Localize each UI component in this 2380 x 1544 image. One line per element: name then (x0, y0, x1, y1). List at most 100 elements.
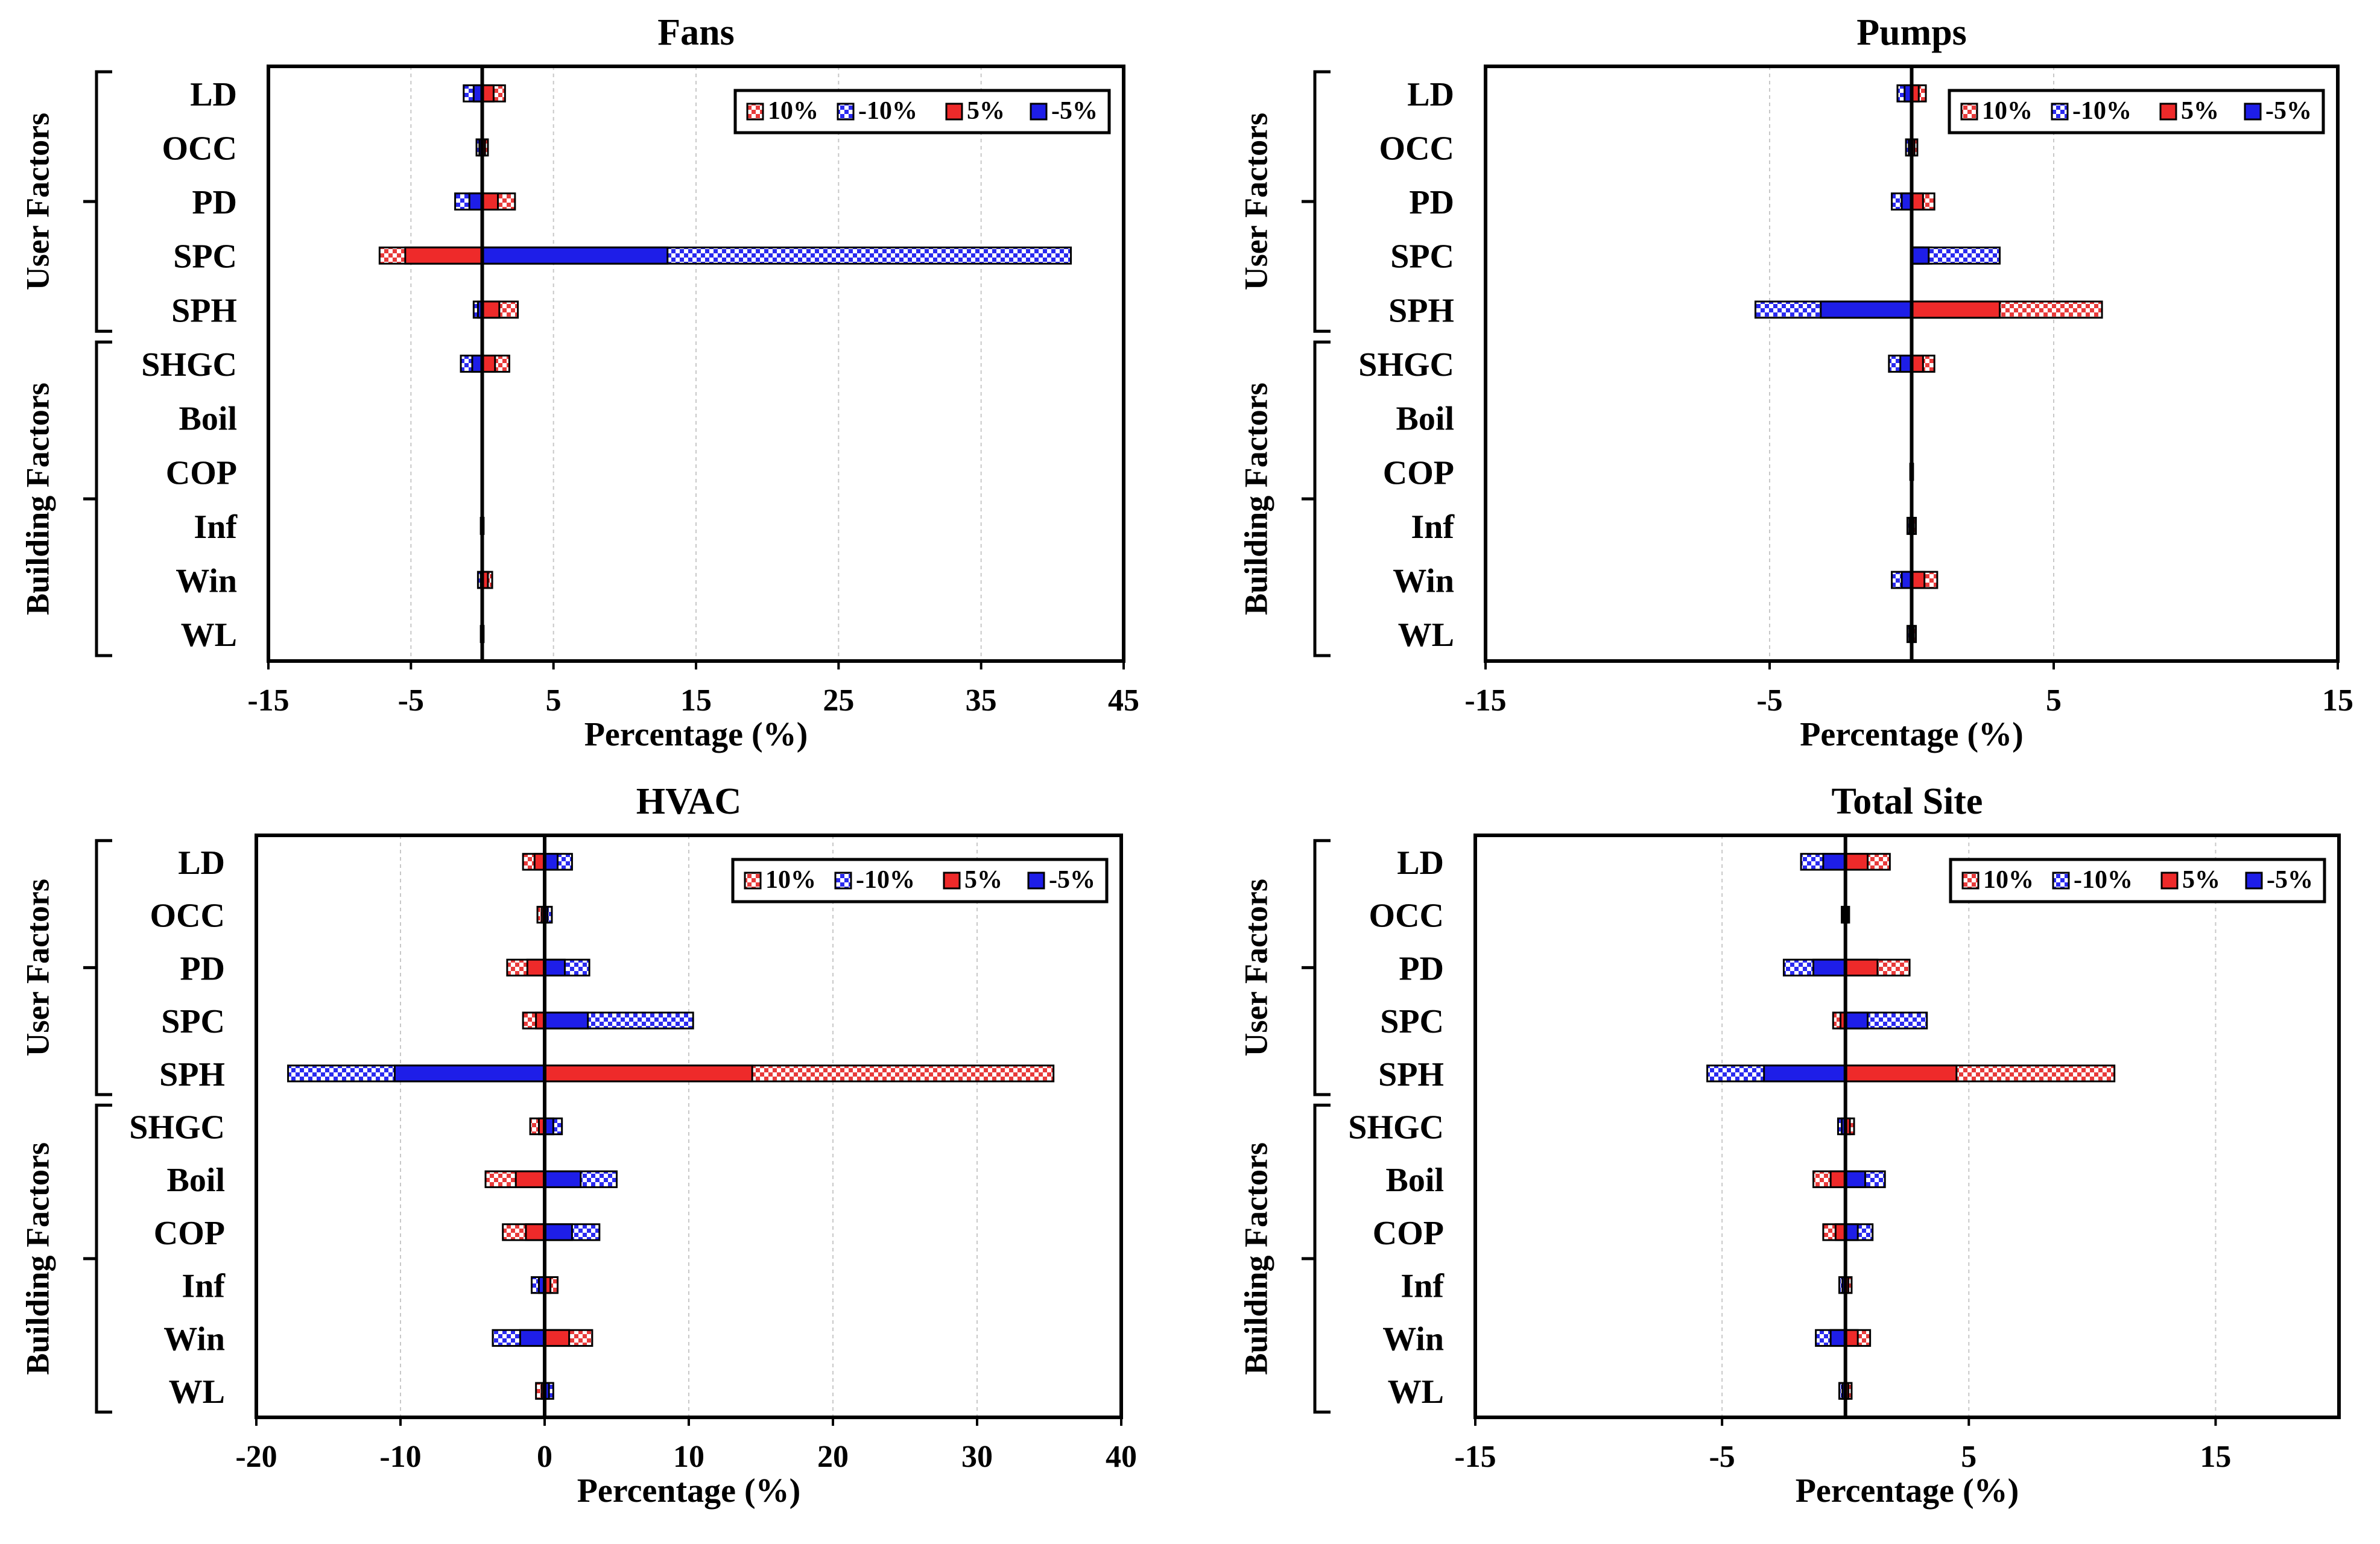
legend-label: -5% (1051, 97, 1098, 125)
legend-label: -5% (2265, 97, 2312, 125)
legend-swatch (2160, 872, 2179, 890)
bar-spc-neg5pct (1844, 1011, 1869, 1030)
x-axis-label: Percentage (%) (1796, 1472, 2019, 1510)
legend-swatch (1030, 103, 1048, 121)
legend-label: -10% (2072, 97, 2132, 125)
legend-swatch (834, 872, 852, 890)
bar-sph-5pct (1844, 1065, 1958, 1083)
bar-pd-5pct (1844, 958, 1879, 976)
bar-cop-neg5pct (1844, 1223, 1859, 1241)
group-bracket (1302, 839, 1331, 1096)
chart-title: Fans (657, 12, 734, 53)
bar-ld-neg5pct (543, 853, 559, 871)
group-bracket (83, 839, 112, 1096)
x-tick-label: -15 (247, 683, 289, 718)
x-tick-label: 0 (537, 1440, 552, 1474)
category-label: WL (1398, 616, 1454, 654)
legend-label: -5% (2267, 866, 2313, 894)
bar-pd-5pct (481, 192, 499, 211)
legend-label: -10% (856, 866, 915, 894)
group-label: User Factors (19, 113, 55, 290)
category-label: Boil (179, 400, 237, 438)
chart-panel-fans: Fans -15 -5 5 15 25 35 45 Percentage (%) LD OCC PD S… (19, 12, 1139, 753)
x-tick-label: 10 (673, 1440, 704, 1474)
group-bracket (83, 1103, 112, 1414)
category-label: SPH (1378, 1056, 1444, 1093)
category-label: LD (190, 76, 237, 113)
category-label: SPH (171, 292, 237, 329)
category-label: PD (1399, 950, 1444, 987)
bar-sph-neg5pct (1820, 300, 1913, 319)
chart-panel-pumps: Pumps -15 -5 5 15 Percentage (%) LD OCC PD SPC SPH… (1238, 12, 2353, 753)
bar-pd-5pct (526, 958, 546, 976)
bar-boil-neg5pct (543, 1170, 582, 1188)
category-label: SHGC (1348, 1109, 1444, 1147)
category-label: Boil (1386, 1162, 1444, 1199)
bar-spc-neg5pct (1911, 246, 1930, 265)
chart-panel-total-site: Total Site -15 -5 5 15 Percentage (%) LD OCC PD S… (1238, 781, 2341, 1510)
chart-title: Total Site (1832, 781, 1983, 822)
plot-frame (1484, 65, 2340, 663)
category-label: SPH (1388, 292, 1454, 329)
legend-swatch (2244, 103, 2262, 121)
group-label: Building Factors (19, 382, 55, 615)
x-tick-label: 45 (1108, 683, 1139, 718)
category-label: OCC (1379, 130, 1454, 167)
category-label: COP (1383, 454, 1454, 492)
bar-win-neg5pct (1829, 1329, 1847, 1347)
bar-boil-5pct (1829, 1170, 1847, 1188)
bar-win-5pct (543, 1329, 571, 1347)
category-label: SHGC (141, 346, 237, 384)
category-label: COP (154, 1215, 225, 1252)
group-bracket (1302, 1103, 1331, 1414)
bar-win-5pct (1911, 571, 1926, 589)
x-tick-label: -5 (1709, 1440, 1735, 1474)
chart-title: HVAC (636, 781, 742, 822)
bar-shgc-5pct (481, 355, 496, 373)
x-tick-label: -15 (1454, 1440, 1496, 1474)
legend-swatch (945, 103, 963, 121)
x-tick-label: 30 (961, 1440, 993, 1474)
x-tick-label: -20 (235, 1440, 277, 1474)
x-tick-label: 15 (2322, 683, 2353, 718)
group-label: User Factors (19, 879, 55, 1056)
group-label: User Factors (1238, 113, 1274, 290)
bar-spc-5pct (404, 246, 484, 265)
legend-label: 5% (2182, 866, 2220, 894)
category-label: Win (1382, 1320, 1444, 1358)
category-label: Win (163, 1320, 225, 1358)
x-axis-label: Percentage (%) (584, 716, 808, 753)
category-label: PD (192, 184, 237, 221)
category-label: LD (1397, 844, 1444, 882)
group-bracket (83, 340, 112, 657)
group-label: Building Factors (1238, 382, 1274, 615)
bar-win-5pct (1844, 1329, 1859, 1347)
category-label: Inf (1411, 508, 1455, 546)
group-bracket (1302, 70, 1331, 333)
legend-label: 5% (967, 97, 1005, 125)
bar-cop-5pct (525, 1223, 546, 1241)
category-label: SPC (161, 1003, 225, 1040)
category-label: PD (1409, 184, 1454, 221)
bar-ld-5pct (1844, 853, 1869, 871)
legend-label: 10% (1982, 97, 2033, 125)
category-label: Inf (1400, 1268, 1445, 1305)
x-tick-label: -5 (398, 683, 424, 718)
bar-spc-neg5pct (543, 1011, 589, 1030)
group-label: User Factors (1238, 879, 1274, 1056)
bar-sph-5pct (481, 300, 501, 319)
category-label: SHGC (1358, 346, 1454, 384)
group-bracket (1302, 340, 1331, 657)
bar-boil-5pct (514, 1170, 546, 1188)
legend-swatch (943, 872, 961, 890)
legend-frame (1949, 858, 2326, 903)
legend-label: 10% (1983, 866, 2034, 894)
legend-label: 10% (765, 866, 816, 894)
x-tick-label: 40 (1106, 1440, 1137, 1474)
category-label: WL (169, 1373, 225, 1411)
bar-cop-neg5pct (543, 1223, 573, 1241)
legend-swatch (2051, 103, 2069, 121)
legend-label: -5% (1049, 866, 1095, 894)
bar-boil-neg5pct (1844, 1170, 1866, 1188)
